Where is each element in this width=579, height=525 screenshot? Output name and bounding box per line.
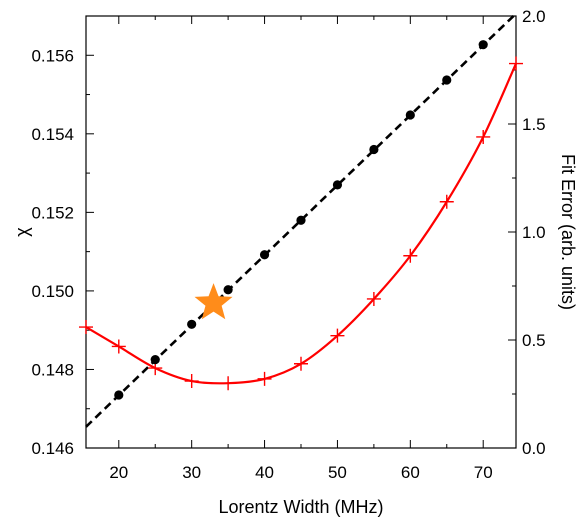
fit-error-point xyxy=(476,129,491,144)
fit-error-point xyxy=(111,339,126,354)
fit-error-point xyxy=(403,248,418,263)
chi-point xyxy=(369,144,379,155)
plot-annotation xyxy=(194,283,233,320)
y-right-tick-label: 1.0 xyxy=(522,223,546,242)
chi-point xyxy=(405,110,415,120)
y-left-tick-label: 0.156 xyxy=(31,46,74,65)
chi-point xyxy=(332,180,343,190)
x-tick-label: 70 xyxy=(474,463,493,482)
x-tick-label: 20 xyxy=(109,463,128,482)
y-left-tick-label: 0.152 xyxy=(31,203,74,222)
y-axis-right-label: Fit Error (arb. units) xyxy=(558,154,578,310)
y-left-tick-label: 0.146 xyxy=(31,439,74,458)
y-left-tick-label: 0.154 xyxy=(31,125,74,144)
chi-point xyxy=(478,40,488,50)
chi-point xyxy=(223,285,233,295)
fit-error-point xyxy=(79,320,93,335)
chi-point xyxy=(442,75,452,85)
fit-error-point xyxy=(509,56,523,71)
y-right-tick-label: 2.0 xyxy=(522,7,546,26)
axis-ticks: 20 30 40 50 60 70 0.146 0.148 0.150 0.152 0.154 0.1… xyxy=(31,7,545,482)
chi-point xyxy=(296,215,306,225)
x-tick-label: 40 xyxy=(255,463,274,482)
x-tick-label: 30 xyxy=(182,463,201,482)
fit-error-point xyxy=(257,371,272,386)
fit-error-point xyxy=(330,328,345,343)
fit-error-point xyxy=(439,194,454,209)
star-marker xyxy=(194,283,233,320)
y-axis-left-label: χ xyxy=(12,227,32,237)
y-left-tick-label: 0.150 xyxy=(31,282,74,301)
x-tick-label: 50 xyxy=(328,463,347,482)
y-right-tick-label: 0.5 xyxy=(522,331,546,350)
y-left-tick-label: 0.148 xyxy=(31,360,74,379)
plot-series xyxy=(79,12,523,428)
x-axis-label: Lorentz Width (MHz) xyxy=(218,497,383,517)
chi-point xyxy=(259,250,270,260)
chi-point xyxy=(114,390,124,400)
chi-point xyxy=(150,355,160,365)
y-right-tick-label: 0.0 xyxy=(522,439,546,458)
fit-error-point xyxy=(221,376,236,391)
fit-error-point xyxy=(366,291,381,306)
fit-error-point xyxy=(294,356,308,371)
plot-frame xyxy=(85,15,517,449)
fit-error-point xyxy=(184,374,199,389)
chi-point xyxy=(187,319,197,329)
y-right-tick-label: 1.5 xyxy=(522,115,546,134)
x-tick-label: 60 xyxy=(401,463,420,482)
